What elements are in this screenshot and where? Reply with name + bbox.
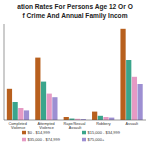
- legend-swatch: [22, 138, 26, 142]
- background: [0, 0, 150, 150]
- bar: [92, 112, 97, 120]
- chart-container: ation Rates For Persons Age 12 Or Of Cri…: [0, 0, 150, 150]
- subtitle: f Crime And Annual Family Incom: [22, 12, 127, 20]
- category-label: Robbery: [96, 122, 110, 126]
- bar: [24, 110, 29, 120]
- legend: $0 - $14,999 $15,000 - $34,999 $35,000 - $…: [22, 130, 121, 142]
- bar: [18, 108, 23, 120]
- bar: [126, 60, 131, 120]
- bar: [132, 77, 137, 120]
- bar: [137, 84, 142, 120]
- legend-label: $15,000 - $34,999: [88, 130, 121, 135]
- category-label: Assault: [126, 122, 139, 126]
- bar: [13, 102, 18, 120]
- bar: [52, 97, 57, 120]
- bar: [41, 82, 46, 120]
- bar: [98, 116, 103, 120]
- bar: [35, 58, 40, 120]
- bar: [64, 117, 69, 120]
- legend-swatch: [82, 138, 86, 142]
- bar: [120, 29, 125, 120]
- category-label: Completed Violence: [8, 122, 27, 130]
- bars: [7, 29, 143, 120]
- legend-swatch: [82, 131, 86, 135]
- x-axis: [4, 120, 146, 121]
- legend-label: $35,000 - $74,999: [28, 137, 61, 142]
- category-label: Rape/Sexual Assault: [64, 122, 87, 130]
- category-label: Attempted Violence: [37, 122, 55, 130]
- bar: [7, 89, 12, 120]
- legend-label: $75,000+: [88, 137, 105, 142]
- bar: [47, 94, 52, 120]
- bar: [109, 118, 114, 120]
- title: ation Rates For Persons Age 12 Or O: [17, 3, 133, 11]
- chart: ation Rates For Persons Age 12 Or Of Cri…: [0, 0, 150, 150]
- y-axis: [4, 24, 5, 120]
- legend-swatch: [22, 131, 26, 135]
- bar: [103, 117, 108, 120]
- legend-label: $0 - $14,999: [28, 130, 51, 135]
